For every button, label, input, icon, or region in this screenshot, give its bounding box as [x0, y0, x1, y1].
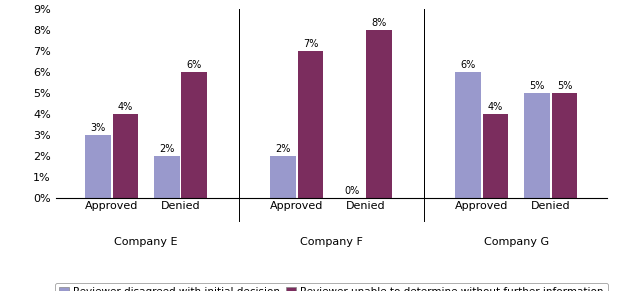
- Text: Company F: Company F: [300, 237, 363, 247]
- Text: 6%: 6%: [461, 60, 475, 70]
- Bar: [455, 72, 481, 198]
- Text: 3%: 3%: [90, 123, 105, 133]
- Text: 0%: 0%: [344, 186, 360, 196]
- Text: 5%: 5%: [529, 81, 545, 91]
- Bar: [366, 30, 392, 198]
- Bar: [298, 51, 323, 198]
- Text: 4%: 4%: [488, 102, 503, 112]
- Text: 7%: 7%: [303, 39, 318, 49]
- Bar: [524, 93, 550, 198]
- Bar: [181, 72, 207, 198]
- Text: 5%: 5%: [556, 81, 572, 91]
- Text: Company E: Company E: [115, 237, 178, 247]
- Bar: [483, 114, 508, 198]
- Text: 2%: 2%: [275, 144, 291, 154]
- Text: Company G: Company G: [483, 237, 549, 247]
- Bar: [113, 114, 138, 198]
- Bar: [154, 156, 180, 198]
- Text: 4%: 4%: [118, 102, 133, 112]
- Text: 2%: 2%: [159, 144, 175, 154]
- Text: 8%: 8%: [372, 18, 387, 28]
- Bar: [552, 93, 578, 198]
- Bar: [85, 135, 111, 198]
- Legend: Reviewer disagreed with initial decision, Reviewer unable to determine without f: Reviewer disagreed with initial decision…: [54, 283, 608, 291]
- Bar: [270, 156, 296, 198]
- Text: 6%: 6%: [187, 60, 202, 70]
